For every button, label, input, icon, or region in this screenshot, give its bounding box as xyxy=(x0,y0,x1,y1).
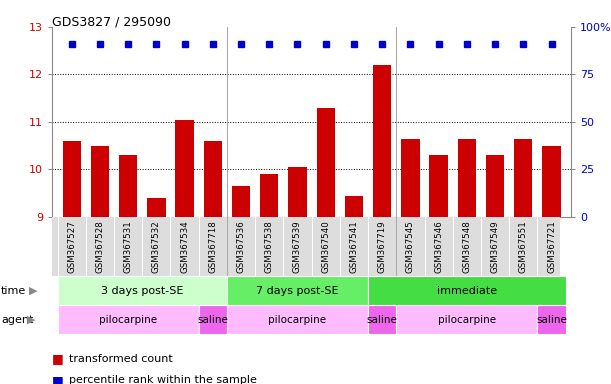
Bar xyxy=(57,305,199,334)
Bar xyxy=(430,155,448,217)
Bar xyxy=(91,146,109,217)
Bar xyxy=(288,167,307,217)
Text: ▶: ▶ xyxy=(27,314,35,325)
Text: GSM367721: GSM367721 xyxy=(547,220,556,273)
Text: GSM367536: GSM367536 xyxy=(236,220,246,273)
Text: GSM367538: GSM367538 xyxy=(265,220,274,273)
Text: ■: ■ xyxy=(52,374,64,384)
Bar xyxy=(175,119,194,217)
Text: GSM367545: GSM367545 xyxy=(406,220,415,273)
Bar xyxy=(227,305,368,334)
Text: GSM367531: GSM367531 xyxy=(123,220,133,273)
Bar xyxy=(199,305,227,334)
Bar xyxy=(232,186,251,217)
Bar xyxy=(538,305,566,334)
Text: ▶: ▶ xyxy=(29,286,38,296)
Text: pilocarpine: pilocarpine xyxy=(268,314,326,325)
Bar xyxy=(345,195,363,217)
Text: GSM367548: GSM367548 xyxy=(463,220,471,273)
Bar xyxy=(62,141,81,217)
Bar xyxy=(514,139,532,217)
Bar xyxy=(543,146,561,217)
Text: GSM367718: GSM367718 xyxy=(208,220,218,273)
Bar xyxy=(227,276,368,305)
Text: GDS3827 / 295090: GDS3827 / 295090 xyxy=(52,15,171,28)
Text: agent: agent xyxy=(1,314,34,325)
Text: ■: ■ xyxy=(52,353,64,366)
Bar xyxy=(260,174,279,217)
Text: 3 days post-SE: 3 days post-SE xyxy=(101,286,183,296)
Text: GSM367539: GSM367539 xyxy=(293,220,302,273)
Text: GSM367528: GSM367528 xyxy=(95,220,104,273)
Text: GSM367719: GSM367719 xyxy=(378,220,387,273)
Text: pilocarpine: pilocarpine xyxy=(99,314,157,325)
Bar xyxy=(458,139,476,217)
Text: pilocarpine: pilocarpine xyxy=(438,314,496,325)
Bar xyxy=(368,305,397,334)
Bar xyxy=(203,141,222,217)
Text: immediate: immediate xyxy=(437,286,497,296)
Bar xyxy=(57,276,227,305)
Bar xyxy=(397,305,538,334)
Text: GSM367541: GSM367541 xyxy=(349,220,359,273)
Text: 7 days post-SE: 7 days post-SE xyxy=(256,286,338,296)
Bar xyxy=(486,155,504,217)
Bar xyxy=(368,276,566,305)
Bar xyxy=(373,65,392,217)
Bar xyxy=(316,108,335,217)
Bar xyxy=(119,155,137,217)
Text: GSM367532: GSM367532 xyxy=(152,220,161,273)
Text: saline: saline xyxy=(197,314,229,325)
Text: saline: saline xyxy=(536,314,567,325)
Text: transformed count: transformed count xyxy=(69,354,173,364)
Text: time: time xyxy=(1,286,26,296)
Text: saline: saline xyxy=(367,314,398,325)
Bar xyxy=(401,139,420,217)
Text: GSM367540: GSM367540 xyxy=(321,220,330,273)
Text: GSM367546: GSM367546 xyxy=(434,220,443,273)
Text: GSM367549: GSM367549 xyxy=(491,220,500,273)
Bar xyxy=(147,198,166,217)
Text: GSM367551: GSM367551 xyxy=(519,220,528,273)
Text: GSM367534: GSM367534 xyxy=(180,220,189,273)
Text: GSM367527: GSM367527 xyxy=(67,220,76,273)
Text: percentile rank within the sample: percentile rank within the sample xyxy=(69,375,257,384)
